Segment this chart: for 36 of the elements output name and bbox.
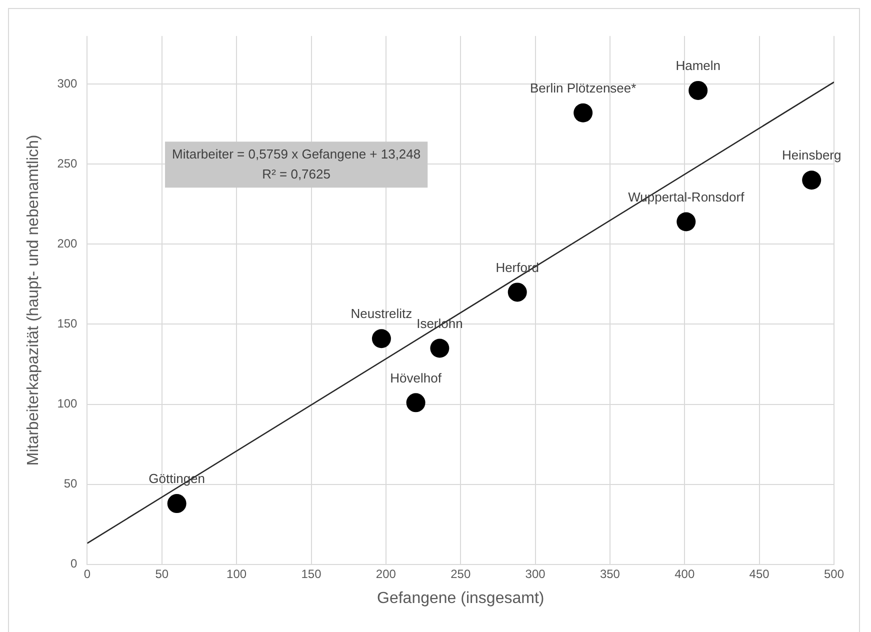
y-tick-label: 200 [57,236,78,250]
point [406,393,426,412]
x-tick-label: 200 [376,566,396,581]
point [802,170,822,190]
y-tick-label: 50 [64,476,78,491]
x-tick-label: 150 [301,566,322,581]
x-tick-label: 500 [824,566,844,581]
x-tick-label: 450 [749,566,770,581]
point [167,494,186,514]
annotation: Mitarbeiter = 0,5759 x Gefangene + 13,248 [172,146,421,162]
y-tick-label: 100 [57,396,78,411]
x-tick-label: 100 [226,566,247,581]
x-tick-label: 250 [450,566,471,581]
y-axis-title: Mitarbeiterkapazität (haupt- und nebenamtlich) [25,134,42,466]
point [372,329,391,348]
annotation: Heinsberg [782,148,842,163]
x-axis-title: Gefangene (insgesamt) [377,590,544,607]
point [430,338,450,358]
x-tick-label: 50 [155,566,169,581]
annotation: Neustrelitz [350,306,412,322]
y-tick-label: 250 [57,156,78,170]
y-tick-label: 300 [57,76,78,90]
x-tick-label: 300 [525,566,546,581]
y-tick-label: 0 [70,556,78,571]
annotation: Hövelhof [390,370,442,386]
annotation: R² = 0,7625 [262,166,330,182]
point [688,80,708,100]
point [508,282,527,302]
annotation: Hameln [676,58,720,74]
point [676,212,696,232]
x-tick-label: 0 [84,566,91,581]
x-tick-label: 350 [600,566,620,581]
annotation: Berlin Plötzensee* [530,80,636,96]
point [574,103,593,122]
y-tick-label: 150 [57,316,78,331]
x-tick-label: 400 [674,566,695,581]
